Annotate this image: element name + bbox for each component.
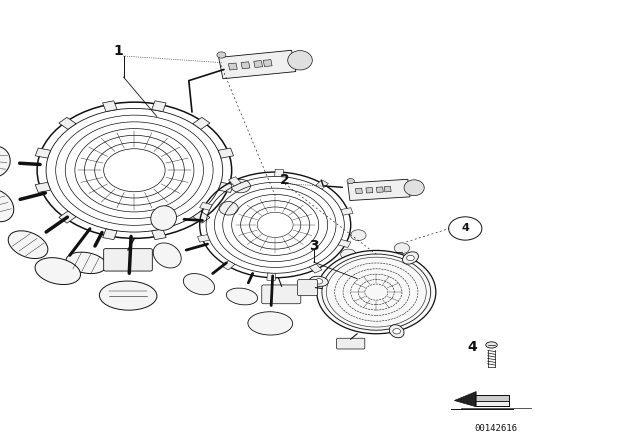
Circle shape — [394, 243, 410, 254]
Polygon shape — [200, 202, 212, 210]
Text: 00142616: 00142616 — [474, 424, 518, 433]
Polygon shape — [228, 177, 241, 186]
Bar — [253, 60, 262, 68]
Ellipse shape — [404, 180, 424, 196]
Bar — [384, 186, 391, 192]
Ellipse shape — [248, 312, 292, 335]
Circle shape — [317, 250, 436, 334]
Polygon shape — [475, 395, 509, 401]
Ellipse shape — [183, 274, 214, 295]
Polygon shape — [152, 229, 166, 240]
Ellipse shape — [227, 288, 258, 305]
Polygon shape — [267, 273, 276, 280]
Ellipse shape — [66, 252, 106, 274]
Polygon shape — [35, 148, 51, 158]
Polygon shape — [102, 229, 117, 240]
Ellipse shape — [0, 189, 13, 222]
Bar — [228, 63, 237, 70]
Ellipse shape — [403, 252, 419, 264]
Bar — [366, 188, 373, 193]
Polygon shape — [193, 211, 210, 223]
Polygon shape — [309, 264, 322, 273]
FancyBboxPatch shape — [337, 338, 365, 349]
Polygon shape — [348, 179, 417, 201]
Text: 1: 1 — [113, 43, 124, 58]
Ellipse shape — [8, 231, 48, 258]
Text: 4: 4 — [461, 224, 469, 233]
FancyBboxPatch shape — [104, 249, 152, 271]
Polygon shape — [222, 261, 235, 270]
Ellipse shape — [486, 342, 497, 348]
Polygon shape — [219, 50, 303, 79]
Polygon shape — [152, 101, 166, 112]
Polygon shape — [35, 182, 51, 193]
Text: 4: 4 — [467, 340, 477, 354]
Circle shape — [406, 255, 414, 261]
Ellipse shape — [151, 206, 177, 230]
Circle shape — [219, 202, 238, 215]
Polygon shape — [59, 117, 76, 129]
Bar — [241, 62, 250, 69]
Polygon shape — [102, 101, 117, 112]
Polygon shape — [454, 392, 476, 407]
FancyBboxPatch shape — [298, 280, 317, 296]
Circle shape — [217, 52, 226, 58]
Ellipse shape — [0, 146, 10, 177]
Ellipse shape — [288, 51, 312, 70]
Text: 3: 3 — [308, 239, 319, 254]
Circle shape — [231, 179, 250, 193]
Polygon shape — [193, 117, 210, 129]
Ellipse shape — [389, 325, 404, 338]
Polygon shape — [338, 240, 351, 248]
Bar — [263, 60, 272, 67]
Circle shape — [393, 328, 401, 334]
Polygon shape — [218, 182, 234, 193]
Text: 2: 2 — [280, 173, 290, 187]
Circle shape — [351, 230, 366, 241]
Polygon shape — [198, 235, 209, 242]
Circle shape — [347, 178, 355, 184]
Bar — [376, 187, 383, 192]
Bar — [355, 188, 362, 194]
Ellipse shape — [35, 258, 81, 284]
Polygon shape — [59, 211, 76, 223]
Polygon shape — [341, 208, 353, 215]
Ellipse shape — [153, 243, 181, 268]
Circle shape — [340, 249, 356, 260]
Polygon shape — [275, 169, 284, 177]
Polygon shape — [316, 180, 328, 189]
Circle shape — [315, 279, 323, 284]
Polygon shape — [475, 401, 509, 406]
Polygon shape — [218, 148, 234, 158]
Ellipse shape — [99, 281, 157, 310]
Ellipse shape — [309, 276, 328, 286]
FancyBboxPatch shape — [262, 285, 301, 304]
